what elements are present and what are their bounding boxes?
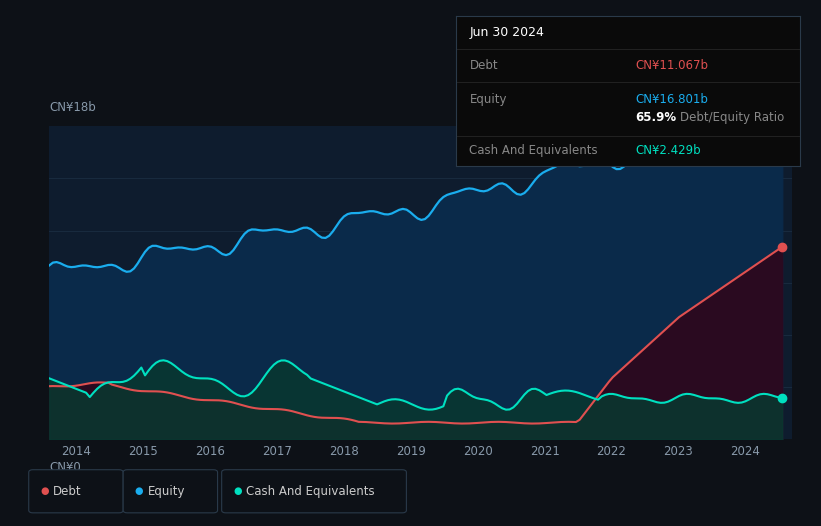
Text: Debt: Debt	[53, 485, 82, 498]
Text: CN¥0: CN¥0	[49, 461, 81, 474]
Text: CN¥18b: CN¥18b	[49, 100, 96, 114]
Text: ●: ●	[40, 486, 48, 497]
Text: Jun 30 2024: Jun 30 2024	[470, 26, 544, 39]
Text: Cash And Equivalents: Cash And Equivalents	[470, 144, 598, 157]
Text: ●: ●	[233, 486, 241, 497]
Text: CN¥2.429b: CN¥2.429b	[635, 144, 700, 157]
Text: Cash And Equivalents: Cash And Equivalents	[246, 485, 375, 498]
Text: CN¥11.067b: CN¥11.067b	[635, 59, 708, 72]
Text: Debt: Debt	[470, 59, 498, 72]
Text: Equity: Equity	[470, 93, 507, 106]
Text: ●: ●	[135, 486, 143, 497]
Text: Equity: Equity	[148, 485, 186, 498]
Text: Debt/Equity Ratio: Debt/Equity Ratio	[680, 111, 784, 124]
Text: 65.9%: 65.9%	[635, 111, 676, 124]
Text: CN¥16.801b: CN¥16.801b	[635, 93, 708, 106]
